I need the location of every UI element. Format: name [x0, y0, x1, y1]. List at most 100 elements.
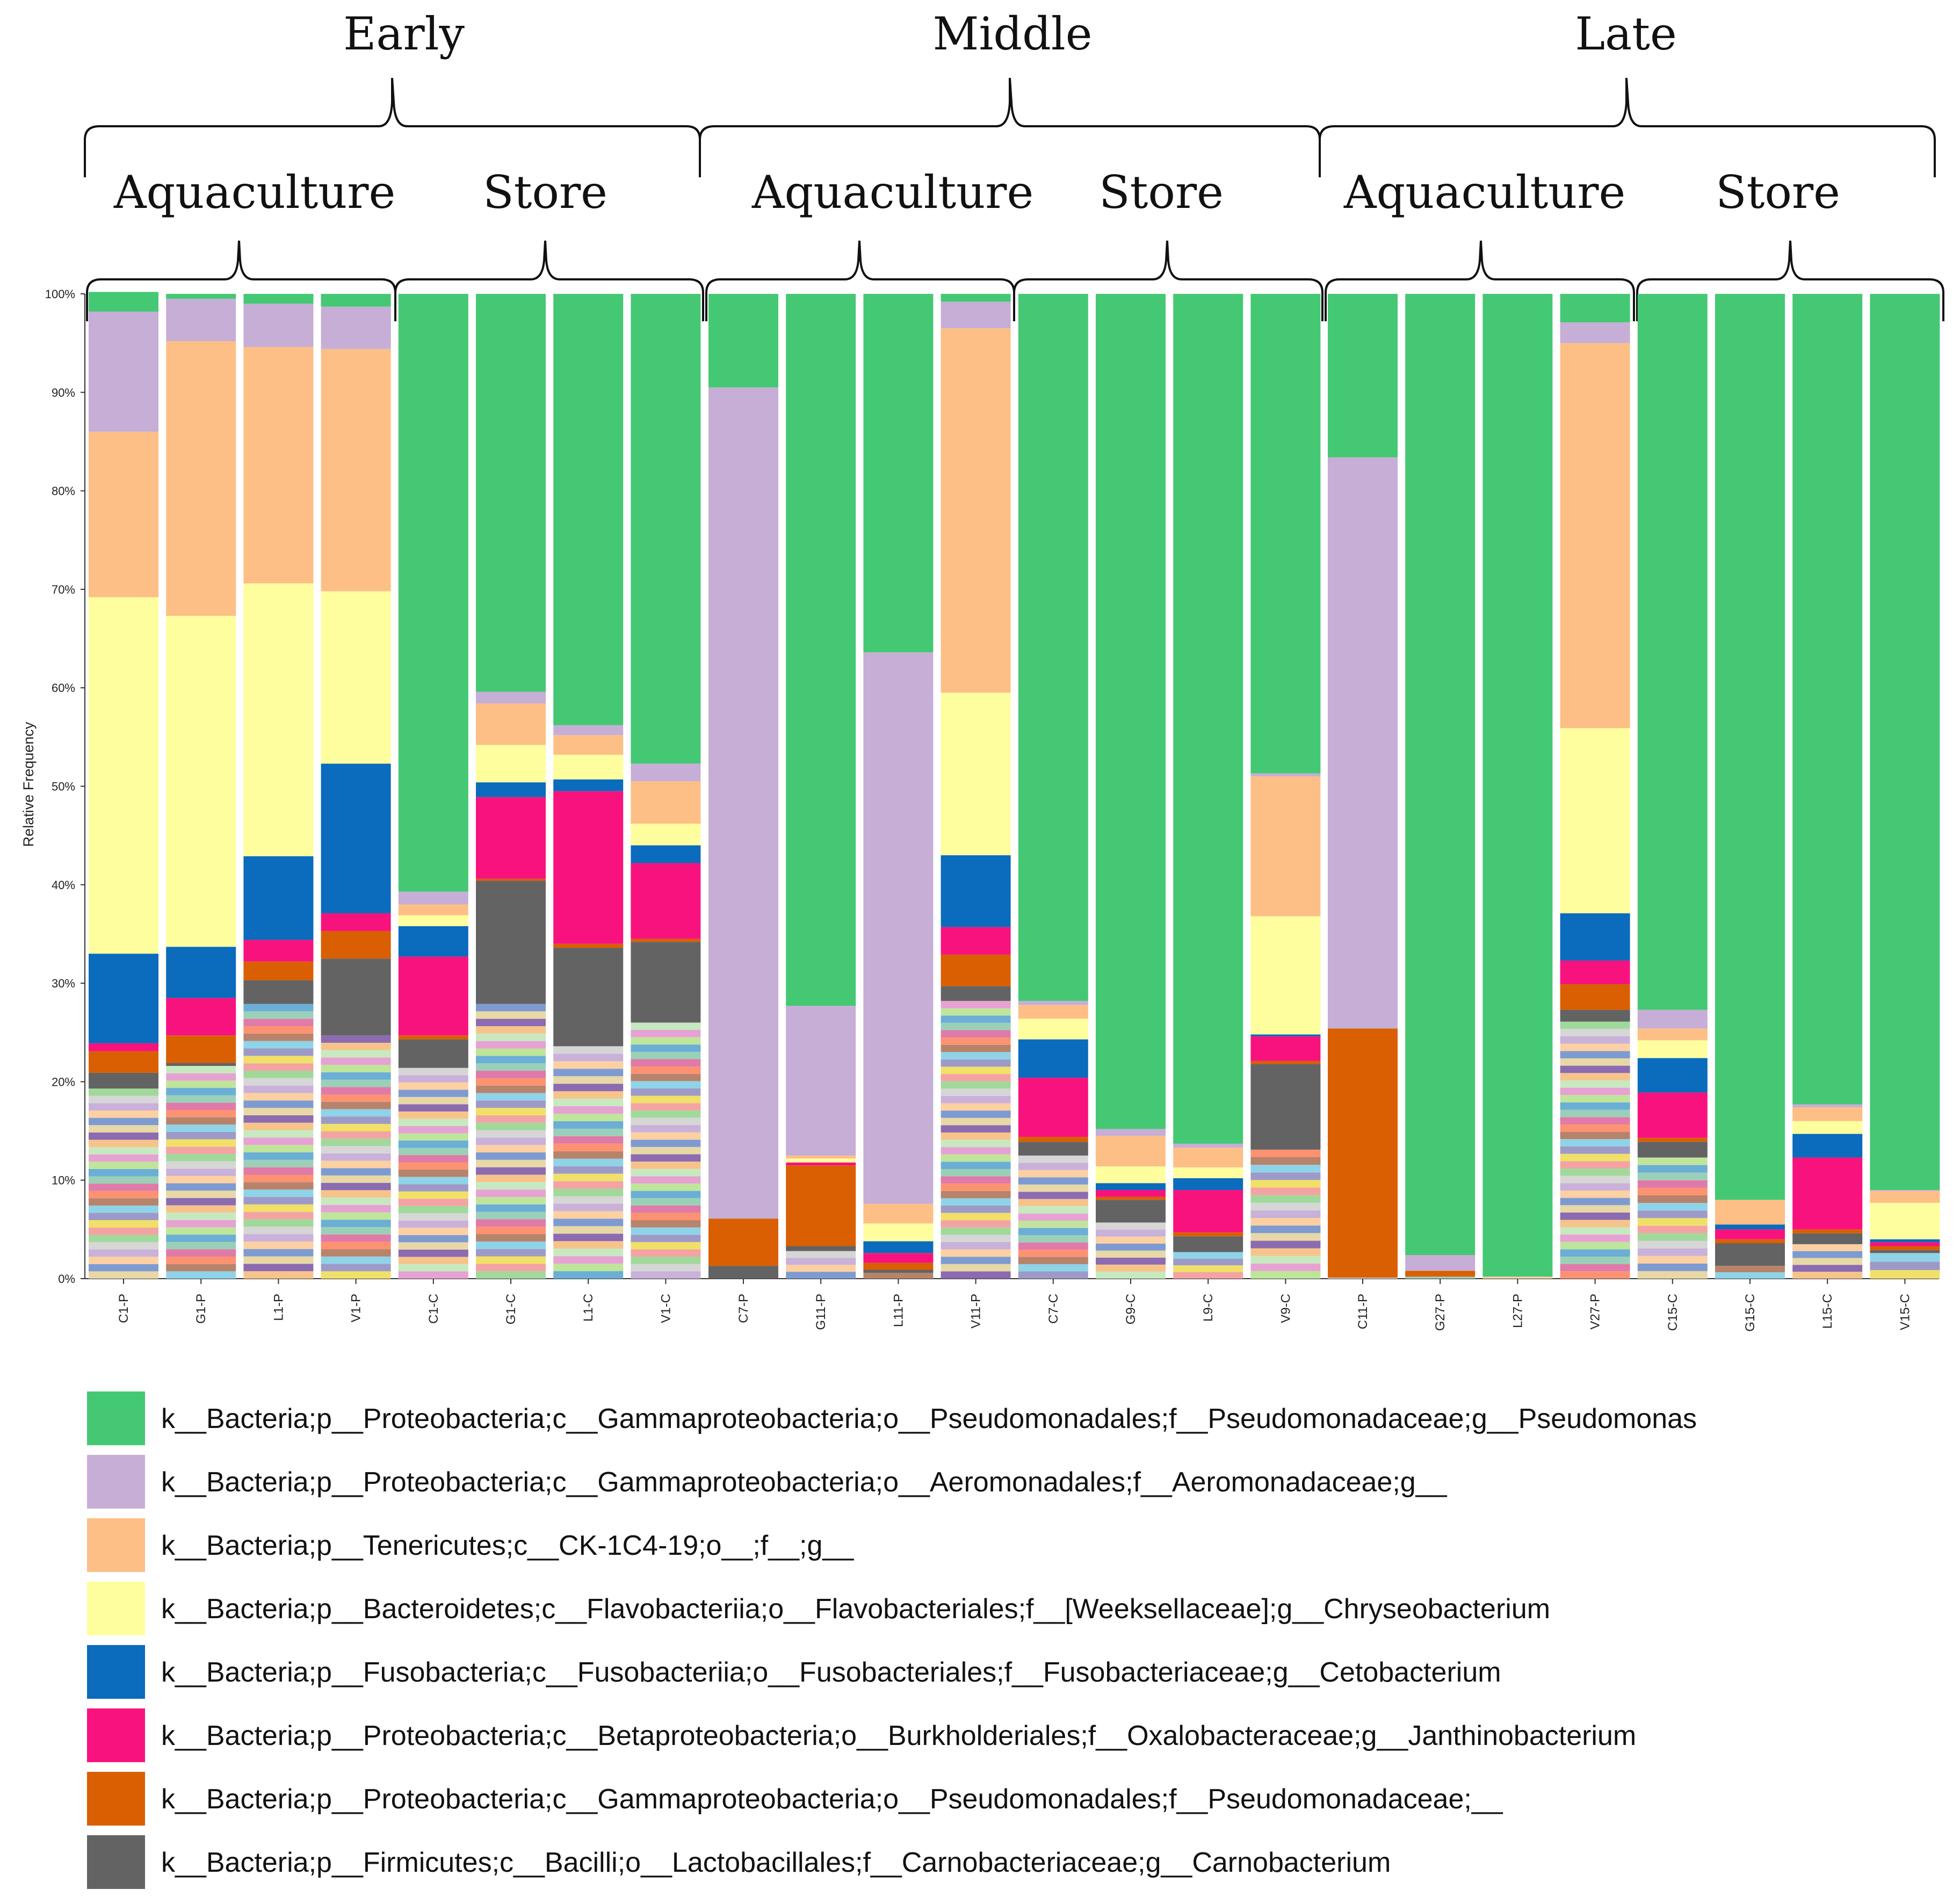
- segment-taxon-3[interactable]: [476, 703, 546, 745]
- segment-taxon-3[interactable]: [786, 1155, 856, 1159]
- segment-taxon-6[interactable]: [321, 913, 391, 931]
- segment-taxon-8[interactable]: [1173, 1236, 1243, 1252]
- segment-taxon-5[interactable]: [1792, 1134, 1863, 1158]
- segment-taxon-6[interactable]: [398, 956, 468, 1036]
- bar-l1-c[interactable]: [553, 294, 624, 1279]
- segment-taxon-1[interactable]: [1792, 294, 1863, 1105]
- segment-taxon-1[interactable]: [1637, 294, 1708, 1010]
- segment-taxon-4[interactable]: [1560, 728, 1630, 913]
- segment-taxon-7[interactable]: [1328, 1028, 1398, 1278]
- bar-l9-c[interactable]: [1173, 294, 1243, 1279]
- bar-c1-c[interactable]: [398, 294, 468, 1279]
- segment-taxon-4[interactable]: [1792, 1121, 1863, 1134]
- segment-taxon-2[interactable]: [1560, 322, 1630, 343]
- segment-taxon-6[interactable]: [1715, 1229, 1785, 1239]
- segment-taxon-5[interactable]: [863, 1241, 934, 1253]
- segment-taxon-1[interactable]: [786, 294, 856, 1006]
- segment-taxon-3[interactable]: [941, 328, 1011, 693]
- segment-taxon-6[interactable]: [89, 1043, 158, 1051]
- segment-taxon-7[interactable]: [708, 1218, 778, 1266]
- segment-taxon-2[interactable]: [1096, 1129, 1166, 1136]
- bar-c15-c[interactable]: [1637, 294, 1708, 1279]
- segment-taxon-8[interactable]: [1018, 1142, 1088, 1156]
- segment-taxon-3[interactable]: [321, 349, 391, 592]
- segment-taxon-1[interactable]: [1482, 294, 1553, 1277]
- segment-taxon-2[interactable]: [863, 652, 934, 1204]
- segment-taxon-2[interactable]: [321, 306, 391, 349]
- bar-l11-p[interactable]: [863, 294, 934, 1279]
- bar-l1-p[interactable]: [243, 294, 314, 1279]
- segment-taxon-8[interactable]: [786, 1246, 856, 1251]
- segment-taxon-4[interactable]: [631, 824, 701, 846]
- segment-taxon-7[interactable]: [89, 1051, 158, 1073]
- bar-v1-p[interactable]: [321, 294, 391, 1279]
- segment-taxon-5[interactable]: [1560, 913, 1630, 961]
- segment-taxon-1[interactable]: [941, 294, 1011, 302]
- segment-taxon-7[interactable]: [553, 943, 624, 948]
- segment-taxon-8[interactable]: [89, 1072, 158, 1089]
- segment-taxon-7[interactable]: [1096, 1196, 1166, 1200]
- segment-taxon-5[interactable]: [321, 763, 391, 913]
- segment-taxon-1[interactable]: [166, 294, 236, 299]
- segment-taxon-1[interactable]: [1405, 294, 1476, 1256]
- segment-taxon-3[interactable]: [1870, 1191, 1940, 1203]
- segment-taxon-2[interactable]: [1250, 773, 1321, 777]
- segment-taxon-2[interactable]: [89, 311, 158, 432]
- segment-taxon-7[interactable]: [1637, 1137, 1708, 1142]
- segment-taxon-8[interactable]: [1792, 1233, 1863, 1244]
- segment-taxon-4[interactable]: [553, 754, 624, 780]
- segment-taxon-7[interactable]: [476, 878, 546, 881]
- segment-taxon-6[interactable]: [1018, 1078, 1088, 1137]
- segment-taxon-6[interactable]: [941, 927, 1011, 955]
- segment-taxon-5[interactable]: [1018, 1039, 1088, 1078]
- segment-taxon-6[interactable]: [1096, 1190, 1166, 1197]
- segment-taxon-2[interactable]: [1173, 1143, 1243, 1148]
- segment-taxon-7[interactable]: [786, 1165, 856, 1246]
- segment-taxon-4[interactable]: [166, 616, 236, 947]
- segment-taxon-8[interactable]: [321, 958, 391, 1036]
- segment-taxon-3[interactable]: [1792, 1107, 1863, 1121]
- segment-taxon-2[interactable]: [631, 763, 701, 782]
- segment-taxon-8[interactable]: [243, 980, 314, 1004]
- segment-taxon-8[interactable]: [166, 1063, 236, 1066]
- segment-taxon-2[interactable]: [243, 304, 314, 347]
- segment-taxon-2[interactable]: [1018, 1001, 1088, 1005]
- segment-taxon-4[interactable]: [786, 1158, 856, 1163]
- segment-taxon-6[interactable]: [1250, 1036, 1321, 1061]
- segment-taxon-2[interactable]: [1405, 1255, 1476, 1271]
- segment-taxon-7[interactable]: [1250, 1061, 1321, 1064]
- segment-taxon-6[interactable]: [243, 940, 314, 962]
- segment-taxon-2[interactable]: [476, 691, 546, 704]
- segment-taxon-2[interactable]: [1870, 1190, 1940, 1191]
- segment-taxon-3[interactable]: [1250, 776, 1321, 917]
- segment-taxon-8[interactable]: [1870, 1250, 1940, 1253]
- segment-taxon-2[interactable]: [398, 891, 468, 905]
- segment-taxon-7[interactable]: [243, 961, 314, 980]
- segment-taxon-7[interactable]: [166, 1035, 236, 1063]
- segment-taxon-3[interactable]: [1715, 1200, 1785, 1225]
- segment-taxon-6[interactable]: [786, 1162, 856, 1166]
- bar-l27-p[interactable]: [1482, 294, 1553, 1279]
- segment-taxon-1[interactable]: [1096, 294, 1166, 1129]
- segment-taxon-1[interactable]: [1715, 294, 1785, 1200]
- segment-taxon-7[interactable]: [1715, 1239, 1785, 1244]
- segment-taxon-1[interactable]: [398, 294, 468, 892]
- segment-taxon-6[interactable]: [1870, 1242, 1940, 1246]
- segment-taxon-2[interactable]: [1328, 457, 1398, 1029]
- segment-taxon-8[interactable]: [631, 942, 701, 1023]
- segment-taxon-7[interactable]: [941, 954, 1011, 986]
- segment-taxon-1[interactable]: [1250, 294, 1321, 774]
- segment-taxon-8[interactable]: [1096, 1200, 1166, 1223]
- segment-taxon-2[interactable]: [553, 725, 624, 735]
- segment-taxon-6[interactable]: [476, 797, 546, 879]
- segment-taxon-6[interactable]: [863, 1253, 934, 1263]
- bar-v27-p[interactable]: [1560, 294, 1630, 1279]
- segment-taxon-3[interactable]: [166, 341, 236, 616]
- segment-taxon-8[interactable]: [1250, 1064, 1321, 1150]
- segment-taxon-6[interactable]: [166, 998, 236, 1036]
- bar-c11-p[interactable]: [1328, 294, 1398, 1279]
- segment-taxon-5[interactable]: [631, 845, 701, 863]
- segment-taxon-1[interactable]: [863, 294, 934, 653]
- segment-taxon-8[interactable]: [708, 1266, 778, 1279]
- segment-taxon-1[interactable]: [1018, 294, 1088, 1001]
